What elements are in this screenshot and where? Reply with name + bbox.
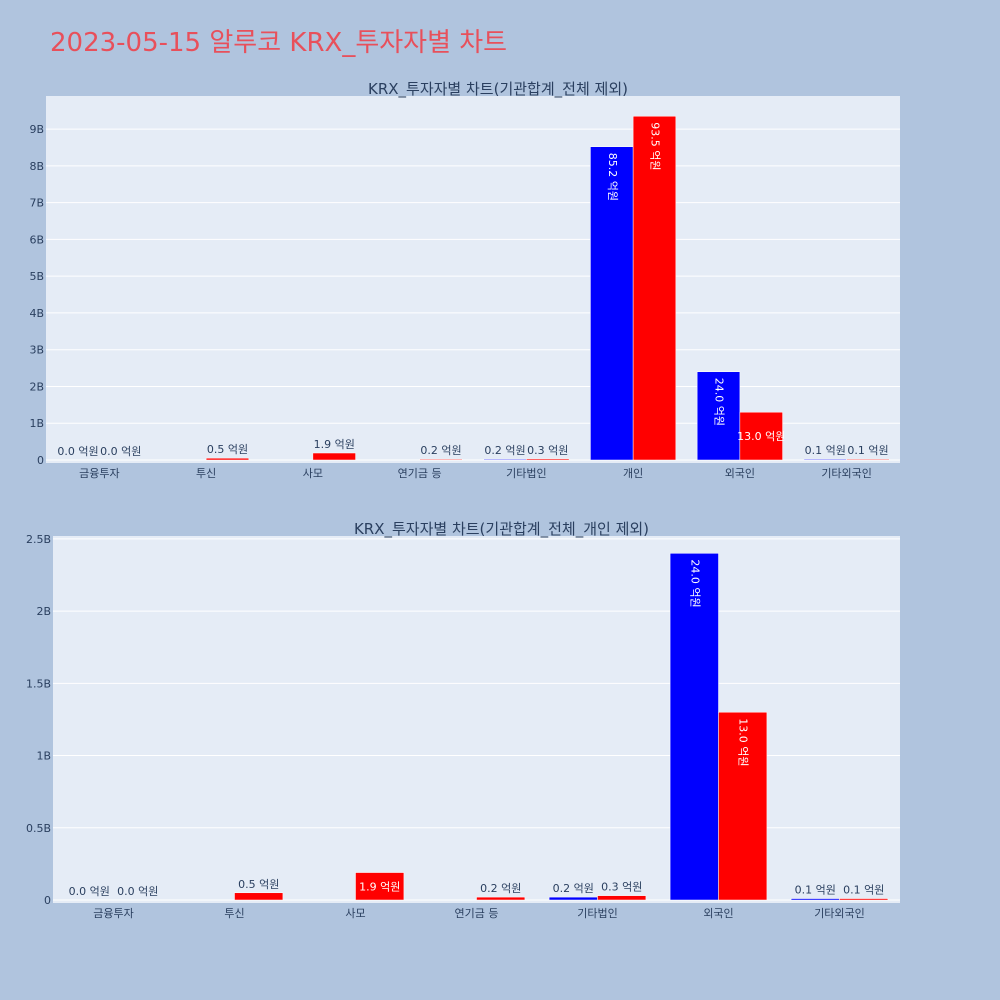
y-tick-label: 9B bbox=[29, 123, 44, 136]
y-tick-label: 1.5B bbox=[26, 677, 51, 690]
bar bbox=[419, 458, 463, 461]
x-tick-label: 금융투자 bbox=[79, 467, 119, 480]
bar bbox=[803, 458, 847, 461]
bar bbox=[483, 458, 527, 461]
data-label: 0.1 억원 bbox=[805, 444, 846, 457]
bar bbox=[669, 553, 719, 901]
x-tick-label: 투신 bbox=[224, 907, 244, 920]
data-label: 0.2 억원 bbox=[484, 444, 525, 457]
page-title: 2023-05-15 알루코 KRX_투자자별 차트 bbox=[50, 28, 508, 58]
bar bbox=[205, 457, 250, 461]
plot-area-1 bbox=[46, 96, 900, 463]
x-tick-label: 외국인 bbox=[725, 467, 755, 480]
y-tick-label: 0.5B bbox=[26, 822, 51, 835]
x-tick-label: 개인 bbox=[623, 467, 643, 480]
bar bbox=[790, 898, 840, 901]
y-tick-label: 6B bbox=[29, 233, 44, 246]
y-tick-label: 8B bbox=[29, 160, 44, 173]
data-label: 24.0 억원 bbox=[688, 559, 701, 607]
x-tick-label: 연기금 등 bbox=[398, 467, 442, 480]
data-label: 0.0 억원 bbox=[69, 885, 110, 898]
plot-area-2 bbox=[53, 536, 900, 903]
chart-title-2: KRX_투자자별 차트(기관합계_전체_개인 제외) bbox=[354, 520, 649, 539]
data-label: 0.5 억원 bbox=[207, 443, 248, 456]
x-tick-label: 기타외국인 bbox=[814, 907, 865, 920]
y-tick-label: 2B bbox=[29, 380, 44, 393]
y-tick-label: 3B bbox=[29, 344, 44, 357]
bar bbox=[476, 896, 526, 901]
bar bbox=[696, 371, 741, 461]
data-label: 0.5 억원 bbox=[238, 878, 279, 891]
chart-title-1: KRX_투자자별 차트(기관합계_전체 제외) bbox=[368, 80, 628, 99]
bar bbox=[355, 872, 405, 901]
y-tick-label: 2.5B bbox=[26, 533, 51, 546]
bar bbox=[526, 458, 570, 461]
y-tick-label: 5B bbox=[29, 270, 44, 283]
y-tick-label: 1B bbox=[36, 750, 51, 763]
bar bbox=[739, 411, 783, 461]
x-tick-label: 기타법인 bbox=[506, 467, 546, 480]
data-label: 0.0 억원 bbox=[57, 445, 98, 458]
bar bbox=[839, 898, 889, 901]
bar bbox=[312, 452, 356, 461]
data-label: 1.9 억원 bbox=[359, 880, 400, 893]
x-tick-label: 기타외국인 bbox=[821, 467, 872, 480]
data-label: 24.0 억원 bbox=[713, 378, 726, 426]
data-label: 0.0 억원 bbox=[100, 445, 141, 458]
x-tick-label: 사모 bbox=[345, 907, 365, 920]
data-label: 0.1 억원 bbox=[847, 444, 888, 457]
data-label: 13.0 억원 bbox=[737, 718, 750, 766]
data-label: 0.2 억원 bbox=[420, 444, 461, 457]
y-tick-label: 2B bbox=[36, 605, 51, 618]
data-label: 0.3 억원 bbox=[601, 881, 642, 894]
x-tick-label: 기타법인 bbox=[577, 907, 617, 920]
x-tick-label: 사모 bbox=[303, 467, 323, 480]
bar bbox=[597, 895, 647, 901]
bar bbox=[846, 458, 890, 461]
data-label: 0.0 억원 bbox=[117, 885, 158, 898]
y-tick-label: 1B bbox=[29, 417, 44, 430]
bar bbox=[548, 896, 598, 901]
data-label: 13.0 억원 bbox=[737, 430, 785, 443]
data-label: 0.1 억원 bbox=[795, 884, 836, 897]
x-tick-label: 외국인 bbox=[703, 907, 733, 920]
x-tick-label: 연기금 등 bbox=[455, 907, 499, 920]
bar bbox=[234, 892, 284, 901]
bar bbox=[590, 146, 634, 461]
data-label: 0.2 억원 bbox=[553, 882, 594, 895]
y-tick-label: 7B bbox=[29, 197, 44, 210]
data-label: 0.1 억원 bbox=[843, 884, 884, 897]
bar bbox=[718, 711, 768, 901]
data-label: 85.2 억원 bbox=[606, 153, 619, 201]
data-label: 0.2 억원 bbox=[480, 882, 521, 895]
data-label: 0.3 억원 bbox=[527, 444, 568, 457]
bar bbox=[632, 115, 677, 461]
x-tick-label: 투신 bbox=[196, 467, 216, 480]
data-label: 1.9 억원 bbox=[314, 438, 355, 451]
y-tick-label: 4B bbox=[29, 307, 44, 320]
y-tick-label: 0 bbox=[44, 894, 51, 907]
data-label: 93.5 억원 bbox=[648, 122, 661, 170]
y-tick-label: 0 bbox=[37, 454, 44, 467]
x-tick-label: 금융투자 bbox=[93, 907, 133, 920]
